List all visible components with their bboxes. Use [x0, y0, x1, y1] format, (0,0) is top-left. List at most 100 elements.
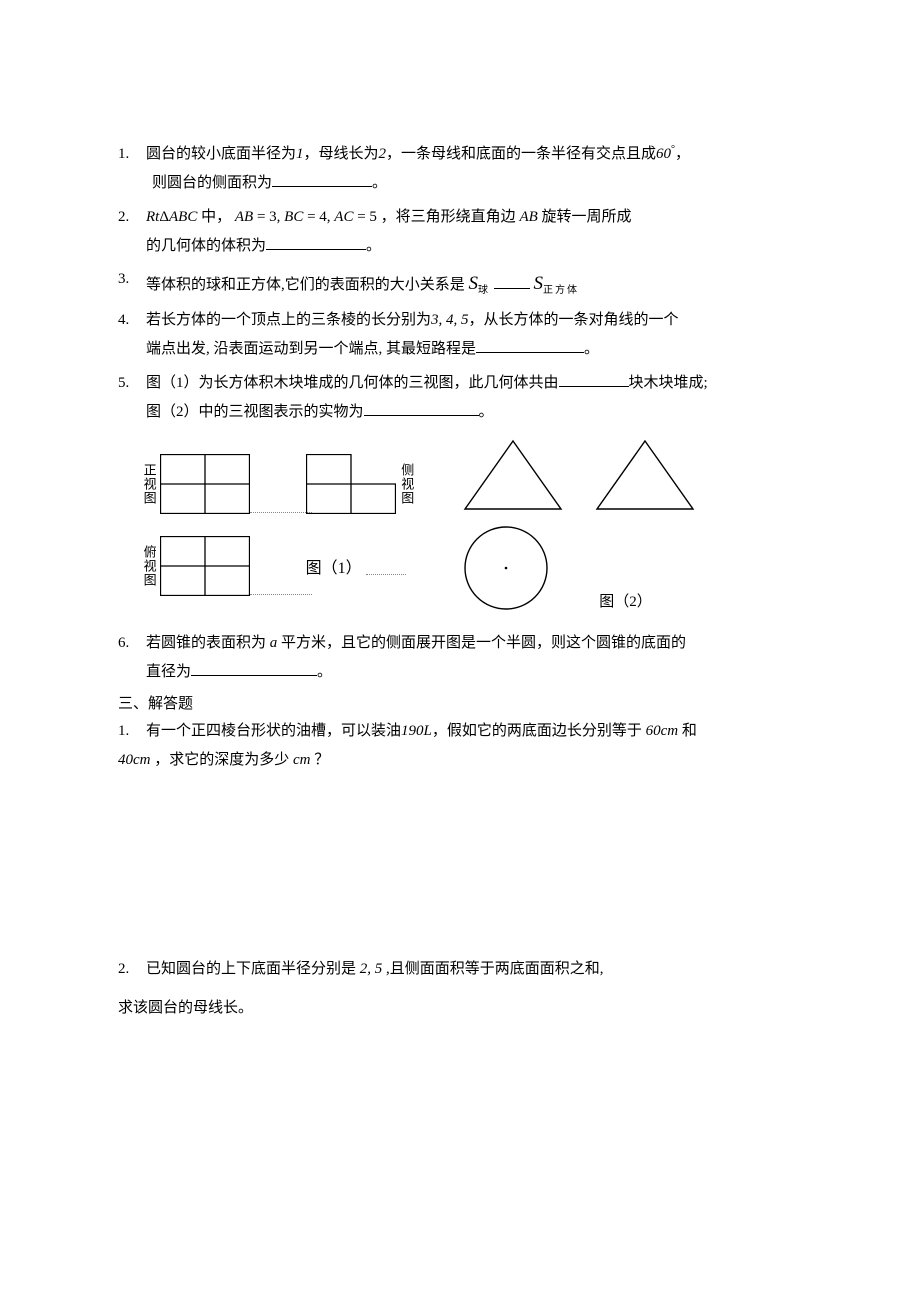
- figure-2-caption: 图（2）: [599, 590, 652, 611]
- triangle-1-svg: [463, 439, 563, 511]
- q3-s1: S: [469, 273, 479, 294]
- q6-line1: 若圆锥的表面积为 a 平方米，且它的侧面展开图是一个半圆，则这个圆锥的底面的: [146, 629, 802, 658]
- aq1-num: 1.: [118, 717, 146, 746]
- q4-content: 若长方体的一个顶点上的三条棱的长分别为3, 4, 5，从长方体的一条对角线的一个…: [146, 306, 802, 365]
- q1-t4: ，: [675, 146, 690, 162]
- q5-num: 5.: [118, 369, 146, 428]
- triangle-2-svg: [595, 439, 695, 511]
- q1-blank: [272, 172, 372, 187]
- q6-end: 。: [317, 664, 332, 680]
- aq1-v2: 60: [642, 723, 661, 739]
- q4-line1: 若长方体的一个顶点上的三条棱的长分别为3, 4, 5，从长方体的一条对角线的一个: [146, 306, 802, 335]
- q4-t2: ，从长方体的一条对角线的一个: [469, 312, 679, 328]
- aq1-t2: ，假如它的两底面边长分别等于: [432, 723, 642, 739]
- q4-line2: 端点出发, 沿表面运动到另一个端点, 其最短路程是 。: [146, 335, 802, 364]
- q5-content: 图（1）为长方体积木块堆成的几何体的三视图，此几何体共由 块木块堆成; 图（2）中…: [146, 369, 802, 428]
- q6-line2: 直径为 。: [146, 658, 802, 687]
- q4-v1: 3, 4, 5: [431, 312, 469, 328]
- answer-space-1: [118, 775, 802, 955]
- dotline-2: [250, 594, 312, 595]
- aq1-cm1: cm: [661, 723, 679, 739]
- aq1-line2: 40cm ，求它的深度为多少 cm ？: [118, 746, 802, 775]
- q2-abc: ABC: [169, 209, 197, 225]
- answer-question-2: 2. 已知圆台的上下底面半径分别是 2, 5 ,且侧面面积等于两底面面积之和,: [118, 955, 802, 984]
- q2-ab: AB: [235, 209, 253, 225]
- front-view-row: 正视图: [142, 454, 250, 514]
- q2-bc: BC: [284, 209, 303, 225]
- aq1-t3: 和: [678, 723, 697, 739]
- top-view-label: 俯视图: [142, 545, 156, 587]
- section-3-heading: 三、解答题: [118, 692, 802, 713]
- q5-t3: 图（2）中的三视图表示的实物为: [146, 404, 364, 420]
- figure-1-caption-row: 图（1）: [306, 536, 414, 596]
- figure-2-triangles: [463, 439, 695, 511]
- front-view-label: 正视图: [142, 463, 156, 505]
- q2-t2: 旋转一周所成: [538, 209, 632, 225]
- figure-1-caption: 图（1）: [306, 554, 362, 578]
- aq1-content: 有一个正四棱台形状的油槽，可以装油190L，假如它的两底面边长分别等于 60cm…: [146, 717, 802, 746]
- q2-eq2: = 4,: [303, 209, 334, 225]
- question-1: 1. 圆台的较小底面半径为1，母线长为2，一条母线和底面的一条半径有交点且成60…: [118, 140, 802, 199]
- aq1-cm3: cm: [293, 752, 311, 768]
- side-view-row: 侧视图: [306, 454, 414, 514]
- q6-blank: [191, 661, 317, 676]
- q1-end: 。: [372, 175, 387, 191]
- aq2-t1: 已知圆台的上下底面半径分别是: [146, 961, 356, 977]
- q2-num: 2.: [118, 203, 146, 262]
- q2-rt: Rt: [146, 209, 159, 225]
- q4-blank: [476, 338, 584, 353]
- figure-2: 图（2）: [463, 439, 695, 611]
- aq1-t5: ？: [311, 752, 330, 768]
- question-4: 4. 若长方体的一个顶点上的三条棱的长分别为3, 4, 5，从长方体的一条对角线…: [118, 306, 802, 365]
- q3-num: 3.: [118, 265, 146, 302]
- q1-t3: ，一条母线和底面的一条半径有交点且成: [386, 146, 656, 162]
- q4-end: 。: [584, 341, 599, 357]
- q2-t1: 中，: [197, 209, 235, 225]
- top-view-svg: [160, 536, 250, 596]
- question-3: 3. 等体积的球和正方体,它们的表面积的大小关系是 S球 S正方体: [118, 265, 802, 302]
- q6-t3: 直径为: [146, 664, 191, 680]
- q2-delta: Δ: [159, 209, 169, 225]
- front-view-svg: [160, 454, 250, 514]
- figure-area: 正视图 俯视图 侧视图: [142, 439, 802, 611]
- aq1-L: L: [424, 723, 432, 739]
- question-5: 5. 图（1）为长方体积木块堆成的几何体的三视图，此几何体共由 块木块堆成; 图（…: [118, 369, 802, 428]
- q5-t1: 图（1）为长方体积木块堆成的几何体的三视图，此几何体共由: [146, 375, 559, 391]
- q3-content: 等体积的球和正方体,它们的表面积的大小关系是 S球 S正方体: [146, 265, 802, 302]
- circle-svg: [463, 525, 549, 611]
- q2-line1: RtΔABC 中， AB = 3, BC = 4, AC = 5 ，将三角形绕直…: [146, 203, 802, 232]
- q5-end: 。: [479, 404, 494, 420]
- q2-eq1: = 3,: [253, 209, 284, 225]
- q3-sub1: 球: [478, 285, 490, 296]
- q3-s2: S: [534, 273, 544, 294]
- aq2-content: 已知圆台的上下底面半径分别是 2, 5 ,且侧面面积等于两底面面积之和,: [146, 955, 802, 984]
- aq1-v3: 40: [118, 752, 133, 768]
- q2-end: 。: [366, 238, 381, 254]
- dotline-1: [250, 512, 312, 513]
- q3-t1: 等体积的球和正方体,它们的表面积的大小关系是: [146, 277, 469, 293]
- aq1-t1: 有一个正四棱台形状的油槽，可以装油: [146, 723, 401, 739]
- q6-content: 若圆锥的表面积为 a 平方米，且它的侧面展开图是一个半圆，则这个圆锥的底面的 直…: [146, 629, 802, 688]
- question-6: 6. 若圆锥的表面积为 a 平方米，且它的侧面展开图是一个半圆，则这个圆锥的底面…: [118, 629, 802, 688]
- question-2: 2. RtΔABC 中， AB = 3, BC = 4, AC = 5 ，将三角…: [118, 203, 802, 262]
- q3-blank: [494, 274, 530, 289]
- q1-line1: 圆台的较小底面半径为1，母线长为2，一条母线和底面的一条半径有交点且成60°，: [146, 140, 802, 169]
- q4-num: 4.: [118, 306, 146, 365]
- q5-blank2: [364, 401, 479, 416]
- q2-line2: 的几何体的体积为 。: [146, 232, 802, 261]
- q5-line1: 图（1）为长方体积木块堆成的几何体的三视图，此几何体共由 块木块堆成;: [146, 369, 802, 398]
- side-view-svg: [306, 454, 396, 514]
- aq2-t2: ,且侧面面积等于两底面面积之和,: [386, 961, 604, 977]
- q1-line2: 则圆台的侧面积为。: [146, 169, 802, 198]
- q4-t1: 若长方体的一个顶点上的三条棱的长分别为: [146, 312, 431, 328]
- q4-t3: 端点出发, 沿表面运动到另一个端点, 其最短路程是: [146, 341, 476, 357]
- q2-ac: AC: [334, 209, 353, 225]
- q6-num: 6.: [118, 629, 146, 688]
- q5-t2: 块木块堆成;: [629, 375, 708, 391]
- aq2-v1: 2, 5: [356, 961, 386, 977]
- q2-eq3: = 5 ，将三角形绕直角边: [353, 209, 519, 225]
- aq1-cm2: cm: [133, 752, 151, 768]
- q6-t1: 若圆锥的表面积为: [146, 635, 270, 651]
- q2-t3: 的几何体的体积为: [146, 238, 266, 254]
- aq1-v1: 190: [401, 723, 424, 739]
